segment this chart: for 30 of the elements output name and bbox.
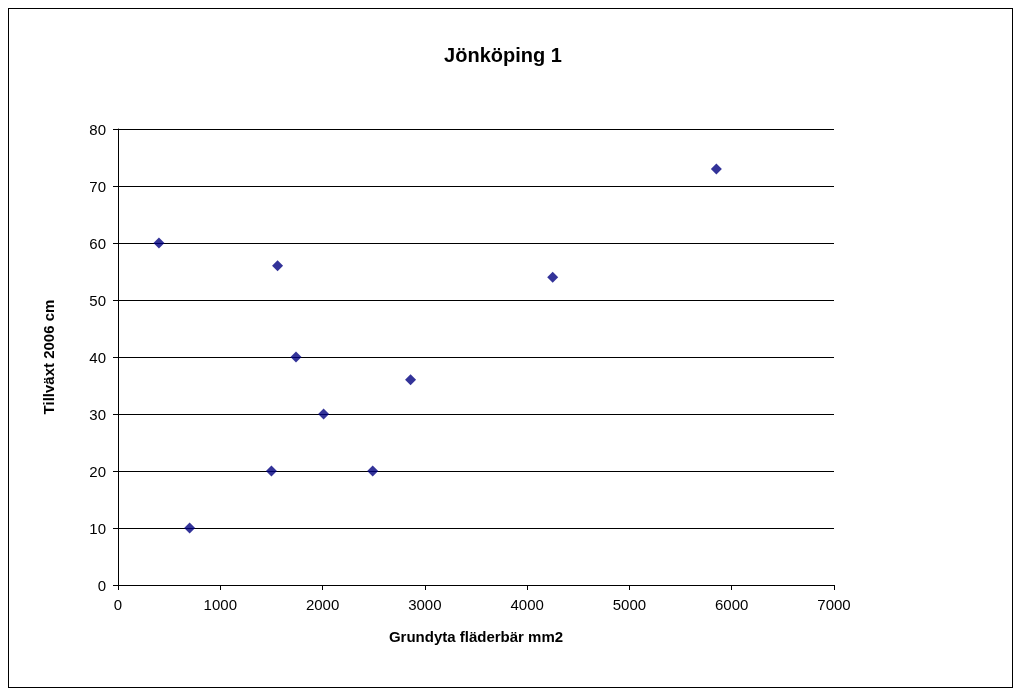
y-tick-label: 50 bbox=[89, 291, 106, 309]
point bbox=[318, 408, 330, 420]
point bbox=[290, 351, 302, 363]
point bbox=[184, 522, 196, 534]
x-tick-label: 3000 bbox=[408, 596, 442, 613]
x-axis-title: Grundyta fläderbär mm2 bbox=[388, 628, 564, 645]
y-axis-title: Tillväxt 2006 cm bbox=[40, 299, 57, 415]
x-tick-label: 1000 bbox=[203, 596, 237, 613]
y-tick-label: 40 bbox=[89, 348, 106, 366]
point bbox=[547, 271, 559, 283]
x-tick-label: 0 bbox=[113, 596, 123, 613]
x-tick-label: 4000 bbox=[510, 596, 544, 613]
y-tick-label: 10 bbox=[89, 519, 106, 537]
chart-title: Jönköping 1 bbox=[444, 44, 562, 66]
x-tick-label: 6000 bbox=[715, 596, 749, 613]
x-tick-label: 7000 bbox=[817, 596, 851, 613]
y-tick-label: 0 bbox=[97, 576, 106, 594]
point bbox=[272, 260, 284, 272]
y-tick-label: 30 bbox=[89, 405, 106, 423]
y-tick-label: 60 bbox=[89, 234, 106, 252]
point bbox=[710, 163, 722, 175]
x-tick-label: 5000 bbox=[612, 596, 647, 613]
x-tick-label: 2000 bbox=[305, 596, 340, 613]
point bbox=[265, 465, 277, 477]
y-tick-label: 80 bbox=[89, 120, 106, 138]
y-tick-label: 70 bbox=[89, 177, 106, 195]
point bbox=[367, 465, 379, 477]
point bbox=[405, 374, 417, 386]
y-tick-label: 20 bbox=[89, 462, 106, 480]
point bbox=[153, 237, 165, 249]
